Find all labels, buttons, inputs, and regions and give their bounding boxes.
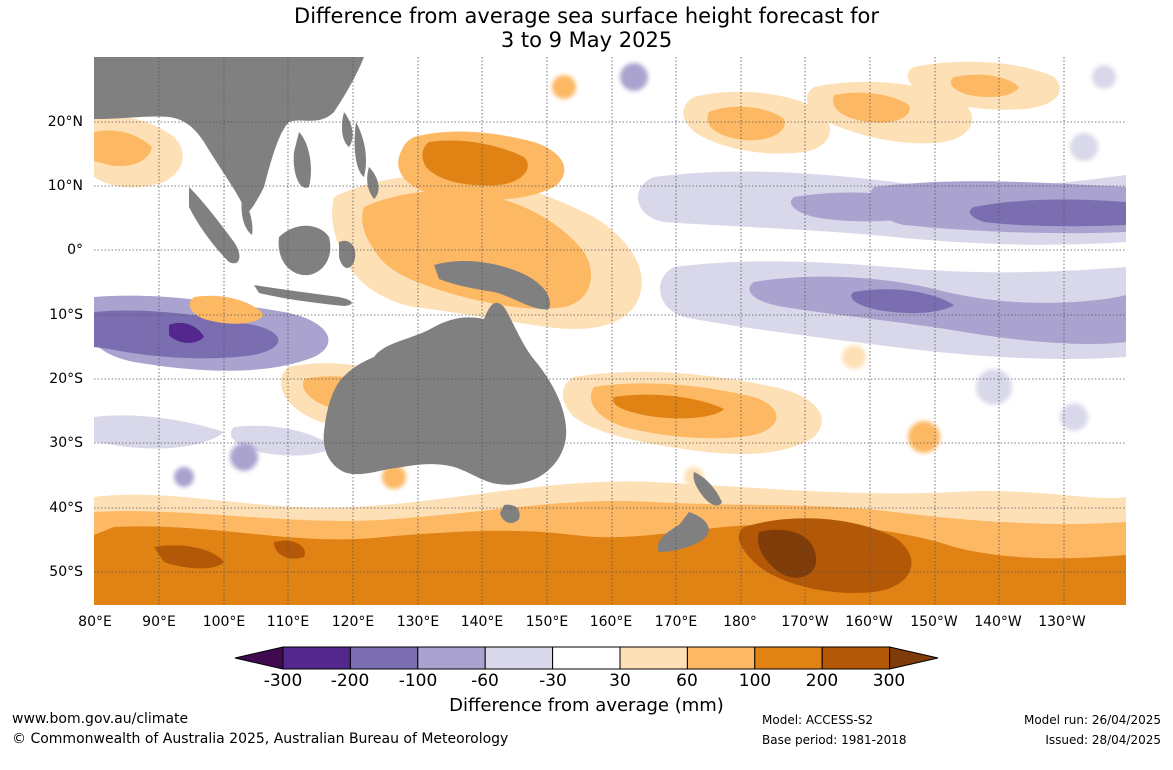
lon-label-130e: 130°E <box>396 614 440 630</box>
model-name: Model: ACCESS-S2 <box>762 713 874 727</box>
issued-date: Issued: 28/04/2025 <box>1045 733 1161 747</box>
lon-label-80e: 80°E <box>78 614 112 630</box>
lon-label-150w: 150°W <box>910 614 958 630</box>
lon-label-180: 180° <box>723 614 757 630</box>
colorbar-swatch-6 <box>619 646 688 670</box>
lon-label-100e: 100°E <box>202 614 246 630</box>
lon-label-160e: 160°E <box>589 614 633 630</box>
colorbar-swatch-1 <box>282 646 351 670</box>
lat-label-40s: 40°S <box>49 500 83 516</box>
colorbar-tick-minus30: -30 <box>539 671 567 691</box>
colorbar-max-arrow <box>889 646 939 670</box>
colorbar-swatch-4 <box>484 646 554 670</box>
website-link[interactable]: www.bom.gov.au/climate <box>12 711 189 727</box>
lat-label-30s: 30°S <box>49 435 83 451</box>
copyright-text: © Commonwealth of Australia 2025, Austra… <box>12 731 509 747</box>
colorbar-swatch-8 <box>754 646 823 670</box>
lat-label-10s: 10°S <box>49 307 83 323</box>
colorbar-tick-60: 60 <box>676 671 698 691</box>
colorbar-swatch-5 <box>552 646 621 670</box>
lon-label-140e: 140°E <box>460 614 504 630</box>
lon-label-140w: 140°W <box>974 614 1022 630</box>
lon-label-150e: 150°E <box>525 614 569 630</box>
colorbar-tick-minus300: -300 <box>263 671 303 691</box>
lat-label-20s: 20°S <box>49 371 83 387</box>
land-masses <box>94 57 722 552</box>
lon-label-120e: 120°E <box>331 614 375 630</box>
colorbar-title: Difference from average (mm) <box>449 695 724 716</box>
colorbar <box>234 646 939 670</box>
colorbar-tick-minus200: -200 <box>330 671 370 691</box>
graticule <box>94 57 1126 605</box>
colorbar-swatch-9 <box>821 646 891 670</box>
map-canvas <box>94 57 1126 605</box>
colorbar-tick-200: 200 <box>805 671 839 691</box>
colorbar-swatch-7 <box>686 646 756 670</box>
lat-label-50s: 50°S <box>49 564 83 580</box>
lat-label-0: 0° <box>67 242 83 258</box>
lon-label-170e: 170°E <box>654 614 698 630</box>
colorbar-swatch-3 <box>417 646 486 670</box>
sea-height-map <box>94 57 1126 605</box>
colorbar-tick-minus100: -100 <box>398 671 438 691</box>
lon-label-110e: 110°E <box>266 614 310 630</box>
lat-label-20n: 20°N <box>47 114 83 130</box>
colorbar-tick-300: 300 <box>872 671 906 691</box>
model-run-date: Model run: 26/04/2025 <box>1023 713 1161 727</box>
title-line-2: 3 to 9 May 2025 <box>500 28 673 52</box>
lon-label-160w: 160°W <box>845 614 893 630</box>
colorbar-tick-minus60: -60 <box>471 671 499 691</box>
lat-label-10n: 10°N <box>47 178 83 194</box>
title-line-1: Difference from average sea surface heig… <box>294 4 879 28</box>
lon-label-90e: 90°E <box>142 614 176 630</box>
base-period: Base period: 1981-2018 <box>762 733 907 747</box>
colorbar-min-arrow <box>234 646 284 670</box>
lon-label-130w: 130°W <box>1038 614 1086 630</box>
lon-label-170w: 170°W <box>781 614 829 630</box>
chart-title: Difference from average sea surface heig… <box>0 4 1173 52</box>
colorbar-tick-30: 30 <box>609 671 631 691</box>
colorbar-tick-100: 100 <box>738 671 772 691</box>
colorbar-swatch-2 <box>349 646 419 670</box>
